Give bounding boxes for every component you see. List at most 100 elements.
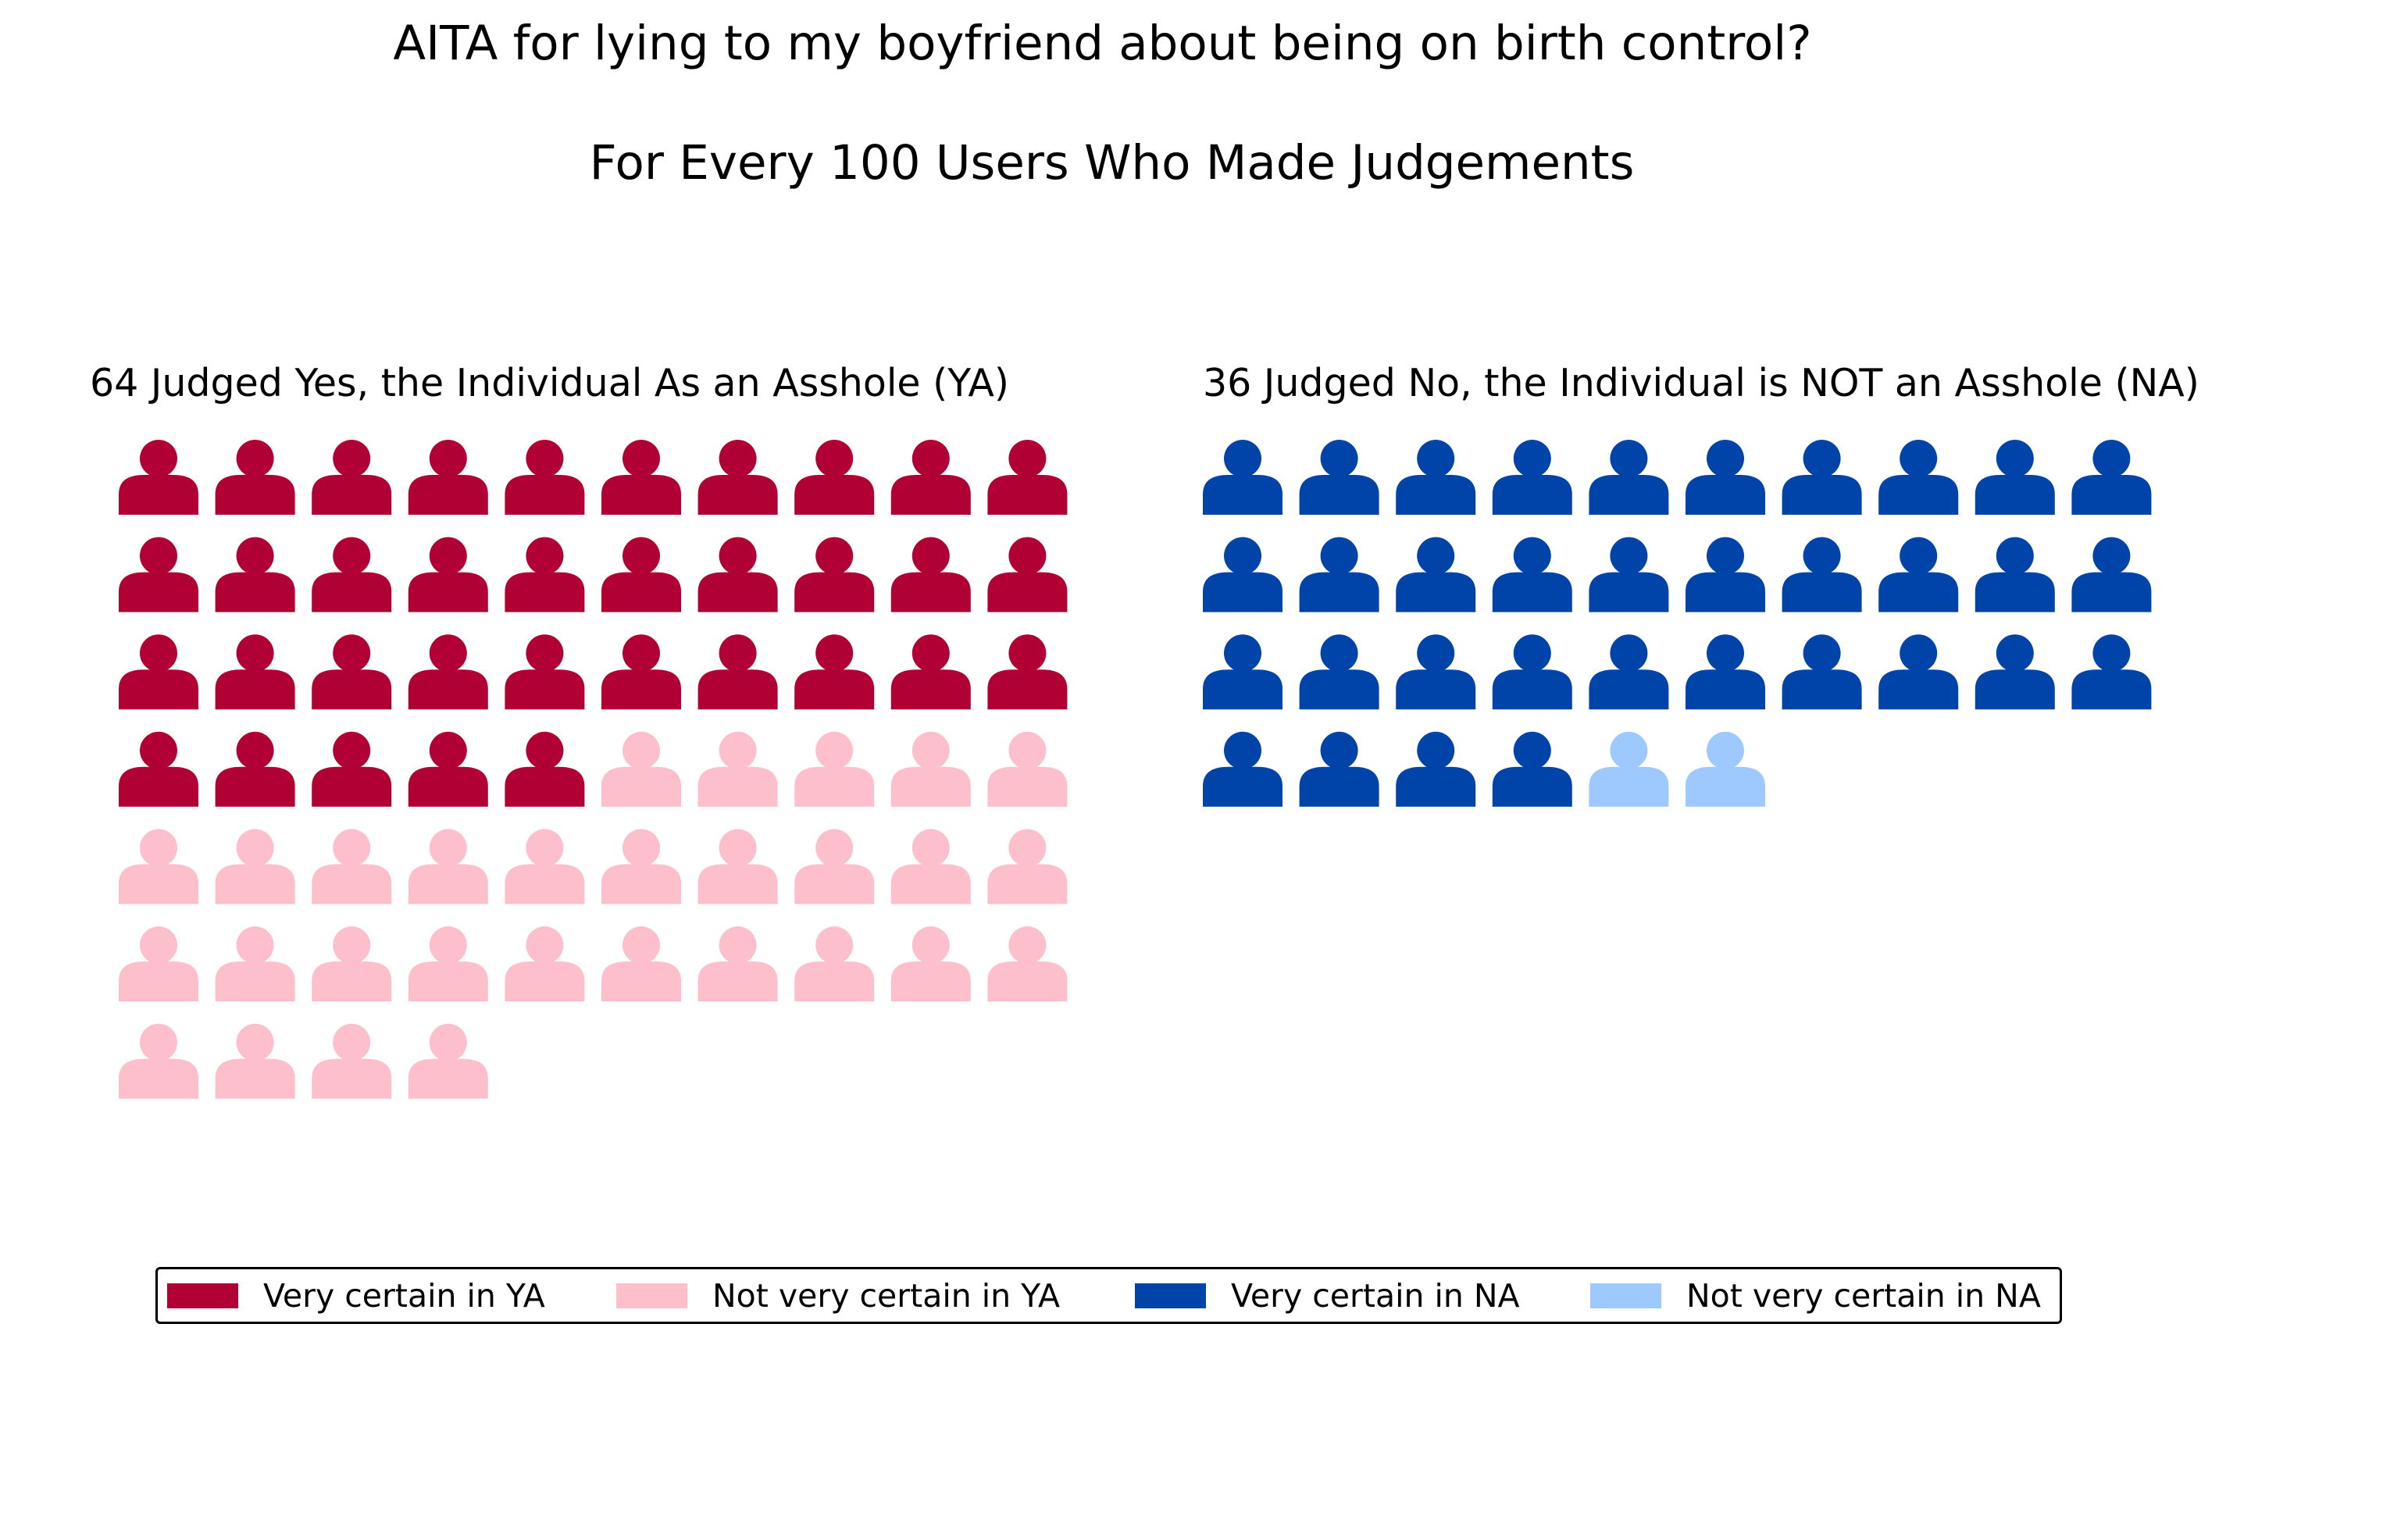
legend-swatch: [1135, 1283, 1206, 1308]
person-icon: [2071, 634, 2152, 710]
person-icon: [601, 440, 681, 515]
person-icon: [119, 1023, 198, 1099]
person-icon: [697, 926, 778, 1001]
person-icon: [1878, 537, 1959, 612]
person-icon: [312, 829, 392, 905]
person-icon: [312, 926, 392, 1001]
person-icon: [1492, 537, 1572, 612]
person-icon: [1686, 440, 1765, 515]
person-icon: [987, 537, 1068, 612]
person-icon: [601, 926, 681, 1001]
person-icon: [1203, 440, 1282, 515]
person-icon: [1782, 440, 1862, 515]
person-icon: [794, 537, 875, 612]
person-icon: [1589, 537, 1669, 612]
person-icon: [697, 537, 778, 612]
person-icon: [1299, 537, 1379, 612]
person-icon: [1299, 634, 1379, 710]
person-icon: [312, 1023, 392, 1099]
person-icon: [1492, 731, 1572, 807]
legend-item-not-very-certain-na: Not very certain in NA: [1590, 1269, 2041, 1322]
person-icon: [794, 634, 875, 710]
person-icon: [408, 731, 488, 807]
person-icon: [794, 926, 875, 1001]
legend: Very certain in YA Not very certain in Y…: [155, 1267, 2062, 1324]
person-icon: [505, 537, 585, 612]
person-icon: [794, 440, 875, 515]
person-icon: [408, 440, 488, 515]
person-icon: [1975, 634, 2055, 710]
person-icon: [987, 829, 1068, 905]
person-icon: [1203, 634, 1282, 710]
person-icon: [215, 634, 295, 710]
legend-item-not-very-certain-ya: Not very certain in YA: [616, 1269, 1060, 1322]
person-icon: [1686, 731, 1765, 807]
person-icon: [1492, 634, 1572, 710]
person-icon: [215, 926, 295, 1001]
person-icon: [1396, 634, 1476, 710]
person-icon: [215, 1023, 295, 1099]
legend-label: Very certain in YA: [263, 1276, 545, 1315]
legend-item-very-certain-na: Very certain in NA: [1135, 1269, 1520, 1322]
person-icon: [505, 731, 585, 807]
person-icon: [215, 731, 295, 807]
person-icon: [505, 440, 585, 515]
person-icon: [505, 829, 585, 905]
chart-subtitle: For Every 100 Users Who Made Judgements: [589, 135, 1635, 191]
person-icon: [697, 440, 778, 515]
person-icon: [119, 829, 198, 905]
person-icon: [1878, 634, 1959, 710]
person-icon: [601, 634, 681, 710]
legend-label: Very certain in NA: [1231, 1276, 1520, 1315]
legend-swatch: [167, 1283, 238, 1308]
person-icon: [215, 829, 295, 905]
legend-label: Not very certain in YA: [712, 1276, 1061, 1315]
person-icon: [890, 634, 971, 710]
person-icon: [1203, 731, 1282, 807]
person-icon: [1589, 634, 1669, 710]
person-icon: [697, 829, 778, 905]
person-icon: [1878, 440, 1959, 515]
person-icon: [890, 926, 971, 1001]
person-icon: [1299, 731, 1379, 807]
person-icon: [119, 440, 198, 515]
person-icon: [408, 926, 488, 1001]
person-icon: [1396, 537, 1476, 612]
person-icon: [890, 731, 971, 807]
person-icon: [119, 926, 198, 1001]
person-icon: [2071, 440, 2152, 515]
person-icon: [1686, 634, 1765, 710]
person-icon: [505, 634, 585, 710]
person-icon: [1589, 731, 1669, 807]
person-icon: [119, 537, 198, 612]
legend-swatch: [616, 1283, 687, 1308]
person-icon: [312, 440, 392, 515]
person-icon: [794, 829, 875, 905]
person-icon: [890, 537, 971, 612]
legend-label: Not very certain in NA: [1686, 1276, 2041, 1315]
person-icon: [505, 926, 585, 1001]
chart-title: AITA for lying to my boyfriend about bei…: [393, 16, 1812, 71]
legend-swatch: [1590, 1283, 1661, 1308]
person-icon: [215, 537, 295, 612]
person-icon: [1396, 440, 1476, 515]
person-icon: [987, 634, 1068, 710]
person-icon: [987, 731, 1068, 807]
person-icon: [119, 731, 198, 807]
person-icon: [987, 440, 1068, 515]
person-icon: [408, 829, 488, 905]
person-icon: [312, 537, 392, 612]
person-icon: [601, 829, 681, 905]
person-icon: [312, 634, 392, 710]
person-icon: [890, 829, 971, 905]
person-icon: [1299, 440, 1379, 515]
person-icon: [1686, 537, 1765, 612]
person-icon: [1203, 537, 1282, 612]
person-icon: [119, 634, 198, 710]
person-icon: [312, 731, 392, 807]
person-icon: [697, 634, 778, 710]
person-icon: [1975, 440, 2055, 515]
panel-title-na: 36 Judged No, the Individual is NOT an A…: [1203, 361, 2199, 405]
person-icon: [1396, 731, 1476, 807]
person-icon: [601, 537, 681, 612]
